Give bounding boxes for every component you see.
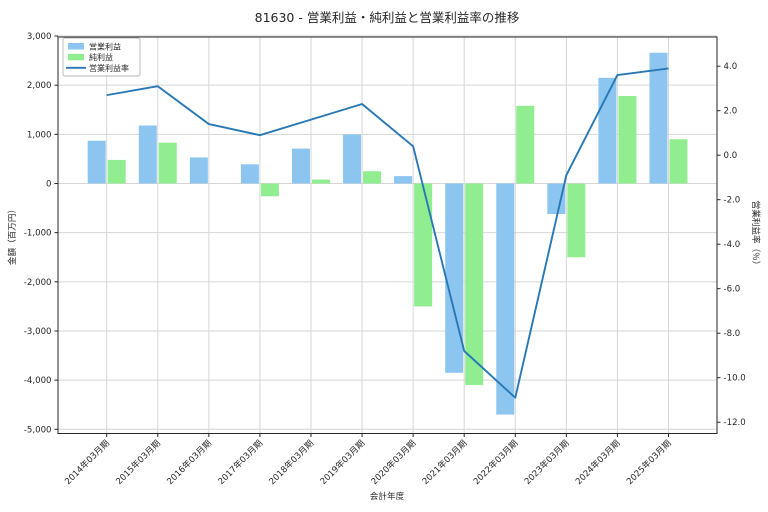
y-left-tick-label: 1,000 xyxy=(27,130,52,140)
bar-operating-profit xyxy=(496,183,515,415)
bar-operating-profit xyxy=(87,140,106,184)
legend-swatch-operating-profit xyxy=(68,43,84,50)
legend-label-operating-profit: 営業利益 xyxy=(89,41,121,51)
bar-net-profit xyxy=(669,139,688,184)
y-right-tick-label: -8.0 xyxy=(724,329,741,339)
bar-net-profit xyxy=(107,159,126,184)
bar-net-profit xyxy=(260,183,279,197)
bar-operating-profit xyxy=(547,183,566,214)
y-right-tick-label: -10.0 xyxy=(724,374,746,384)
x-tick-label: 2014年03月期 xyxy=(62,437,112,487)
y-right-tick-label: 4.0 xyxy=(724,62,738,72)
y-right-tick-label: -4.0 xyxy=(724,240,741,250)
plot-border xyxy=(57,36,718,434)
x-tick-label: 2018年03月期 xyxy=(266,437,316,487)
x-tick-label: 2025年03月期 xyxy=(624,437,674,487)
bar-net-profit xyxy=(465,183,484,386)
y-right-tick-label: 0.0 xyxy=(724,151,738,161)
margin-line xyxy=(106,67,669,399)
y-left-tick-label: -3,000 xyxy=(24,327,52,337)
plot-frame xyxy=(57,36,718,434)
bar-net-profit xyxy=(567,183,586,258)
bar-series xyxy=(87,52,688,415)
y-right-tick-label: -6.0 xyxy=(724,285,741,295)
y-left-tick-label: -4,000 xyxy=(24,376,52,386)
y-left-tick-label: 3,000 xyxy=(27,32,52,42)
x-tick-label: 2016年03月期 xyxy=(164,437,214,487)
y-axis-left-label: 金額（百万円） xyxy=(6,205,18,265)
bar-operating-profit xyxy=(445,183,464,373)
bar-net-profit xyxy=(516,105,535,184)
x-tick-label: 2022年03月期 xyxy=(470,437,520,487)
y-right-tick-label: 2.0 xyxy=(724,107,738,117)
bar-net-profit xyxy=(158,142,177,184)
axis-ticks-and-labels: 3,000 2,000 1,000 0 -1,000 -2,000 -3,000 -4,000… xyxy=(24,32,746,487)
bar-operating-profit xyxy=(240,164,259,184)
bar-net-profit xyxy=(311,179,330,184)
y-left-tick-label: 0 xyxy=(46,180,51,190)
bar-operating-profit xyxy=(649,52,668,184)
y-left-tick-label: -5,000 xyxy=(24,425,52,435)
bar-operating-profit xyxy=(343,134,362,184)
bar-operating-profit xyxy=(138,125,157,184)
bar-operating-profit xyxy=(189,157,208,184)
bar-net-profit xyxy=(618,96,637,184)
y-left-tick-label: -2,000 xyxy=(24,278,52,288)
x-tick-label: 2019年03月期 xyxy=(317,437,367,487)
y-axis-right-label: 営業利益率（％） xyxy=(750,201,762,270)
chart-title: 81630 - 営業利益・純利益と営業利益率の推移 xyxy=(255,10,520,25)
legend-label-net-profit: 純利益 xyxy=(89,52,113,62)
legend-swatch-net-profit xyxy=(68,53,84,61)
y-left-tick-label: 2,000 xyxy=(27,81,52,91)
legend: 営業利益 純利益 営業利益率 xyxy=(62,37,141,77)
x-tick-label: 2020年03月期 xyxy=(368,437,418,487)
legend-label-margin: 営業利益率 xyxy=(89,63,129,73)
y-right-tick-label: -12.0 xyxy=(724,418,746,428)
bar-operating-profit xyxy=(394,176,413,184)
bar-net-profit xyxy=(363,171,382,184)
x-tick-label: 2017年03月期 xyxy=(215,437,265,487)
y-left-tick-label: -1,000 xyxy=(24,229,52,239)
y-right-tick-label: -2.0 xyxy=(724,196,741,206)
x-axis-label: 会計年度 xyxy=(370,490,405,502)
bar-net-profit xyxy=(414,183,433,307)
margin-line-series xyxy=(106,67,669,399)
x-tick-label: 2023年03月期 xyxy=(522,437,572,487)
bar-operating-profit xyxy=(291,148,310,184)
x-tick-label: 2024年03月期 xyxy=(573,437,623,487)
x-tick-label: 2015年03月期 xyxy=(113,437,163,487)
x-tick-label: 2021年03月期 xyxy=(419,437,469,487)
gridlines xyxy=(58,35,717,434)
